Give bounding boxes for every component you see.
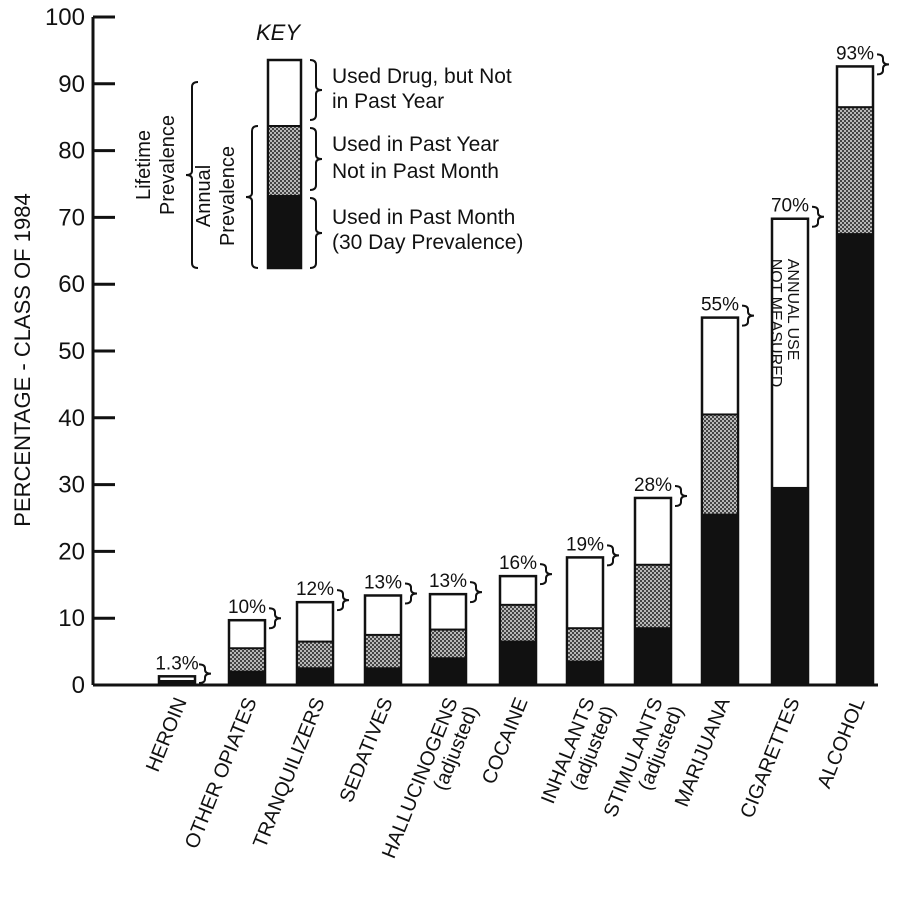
bar-note-line: ANNUAL USE <box>784 259 801 361</box>
lifetime-brace <box>606 544 620 567</box>
y-tick-label: 80 <box>58 138 85 165</box>
bar-value-label: 16% <box>499 553 537 574</box>
lifetime-brace <box>469 581 483 604</box>
key-item-label: Not in Past Month <box>332 160 499 183</box>
y-tick-label: 30 <box>58 472 85 499</box>
lifetime-brace <box>198 663 212 684</box>
x-tick-label-line: TRANQUILIZERS <box>249 695 329 852</box>
bar-value-label: 28% <box>634 475 672 496</box>
bar-group: 70% ANNUAL USENOT MEASURED CIGARETTES <box>736 196 825 822</box>
x-tick-label-line: COCAINE <box>478 695 533 788</box>
lifetime-brace <box>811 205 825 228</box>
x-tick-label: ALCOHOL <box>813 695 869 792</box>
lifetime-brace <box>674 484 688 507</box>
bar-past-month-segment <box>364 667 402 686</box>
lifetime-brace <box>539 563 553 586</box>
bar-group: 1.3% HEROIN <box>142 653 212 775</box>
bar-group: 13% SEDATIVES <box>336 572 418 806</box>
key-lifetime-label: Lifetime Prevalence <box>133 115 179 215</box>
bar-note: ANNUAL USENOT MEASURED <box>767 259 801 388</box>
key-annual-label: Annual Prevalence <box>193 146 239 246</box>
bar-note-line: NOT MEASURED <box>767 259 784 388</box>
x-tick-label-line: HEROIN <box>142 695 192 775</box>
bar-value-label: 55% <box>701 295 739 316</box>
y-tick-label: 60 <box>58 271 85 298</box>
bar-past-month-segment <box>296 667 334 686</box>
bar-group: 16% COCAINE <box>478 553 553 788</box>
x-tick-label: HALLUCINOGENS(adjusted) <box>378 695 483 870</box>
key-annual-label-line: Annual <box>193 165 215 227</box>
bar-value-label: 1.3% <box>155 653 198 674</box>
y-tick-label: 50 <box>58 338 85 365</box>
bar-value-label: 93% <box>836 43 874 64</box>
x-tick-label: TRANQUILIZERS <box>249 695 329 852</box>
bar-past-month-segment <box>158 680 196 686</box>
y-tick-label: 100 <box>45 4 85 31</box>
key-brace <box>245 125 259 269</box>
bar-value-label: 19% <box>566 534 604 555</box>
lifetime-brace <box>876 53 890 76</box>
bar-past-month-segment <box>429 657 467 687</box>
key-item-label: Used Drug, but Not <box>332 65 512 88</box>
key-lifetime-label-line: Prevalence <box>157 115 179 215</box>
key-item-label: Used in Past Month <box>332 206 515 229</box>
lifetime-brace <box>404 582 418 605</box>
x-tick-label: SEDATIVES <box>336 695 398 806</box>
key-brace <box>309 59 323 121</box>
x-tick-label-line: OTHER OPIATES <box>181 695 262 852</box>
bar-past-month-segment <box>836 233 874 686</box>
bar-group: 19%INHALANTS(adjusted) <box>537 534 620 807</box>
y-tick-label: 10 <box>58 605 85 632</box>
key-brace <box>309 197 323 269</box>
bar-past-month-segment <box>771 486 809 686</box>
key-lifetime-label-line: Lifetime <box>133 130 155 200</box>
bar-group: 28%STIMULANTS(adjusted) <box>600 475 688 820</box>
x-tick-label: CIGARETTES <box>736 695 804 822</box>
x-tick-label: HEROIN <box>142 695 192 775</box>
bar-value-label: 70% <box>771 196 809 217</box>
bar-value-label: 10% <box>228 597 266 618</box>
key-brace <box>309 127 323 191</box>
bar-value-label: 13% <box>364 572 402 593</box>
axes: 0 10 20 30 40 50 60 70 80 90 100 <box>45 4 878 699</box>
y-tick-label: 40 <box>58 405 85 432</box>
bar-past-month-segment <box>634 627 672 686</box>
key-item-label: (30 Day Prevalence) <box>332 231 523 254</box>
lifetime-brace <box>336 589 350 612</box>
bar-past-month-segment <box>228 670 266 687</box>
bar-group: 93% ALCOHOL <box>813 43 890 792</box>
key-swatch-black <box>267 195 302 269</box>
y-tick-label: 0 <box>72 672 85 699</box>
key-item-label: Used in Past Year <box>332 133 499 156</box>
key-annual-label-line: Prevalence <box>217 146 239 246</box>
bar-group: 55%MARIJUANA <box>671 295 755 810</box>
bar-value-label: 12% <box>296 579 334 600</box>
x-tick-label: OTHER OPIATES <box>181 695 262 852</box>
lifetime-brace <box>741 304 755 327</box>
lifetime-brace <box>268 607 282 630</box>
y-axis-label: PERCENTAGE - CLASS OF 1984 <box>10 193 35 526</box>
x-tick-label: COCAINE <box>478 695 533 788</box>
x-tick-label-line: CIGARETTES <box>736 695 804 822</box>
x-tick-label-line: ALCOHOL <box>813 695 869 792</box>
bar-value-label: 13% <box>429 571 467 592</box>
bar-past-month-segment <box>566 660 604 686</box>
bar-past-month-segment <box>701 513 739 686</box>
key-title: KEY <box>256 20 301 45</box>
y-tick-label: 70 <box>58 204 85 231</box>
bar-past-month-segment <box>499 640 537 687</box>
key-item-label: in Past Year <box>332 90 444 113</box>
key-brace <box>185 81 199 269</box>
y-tick-label: 90 <box>58 71 85 98</box>
bars: 1.3% HEROIN 10% OTHER OPIATES 12% TRANQUILIZE… <box>142 43 890 870</box>
x-tick-label-line: SEDATIVES <box>336 695 398 806</box>
y-tick-label: 20 <box>58 538 85 565</box>
